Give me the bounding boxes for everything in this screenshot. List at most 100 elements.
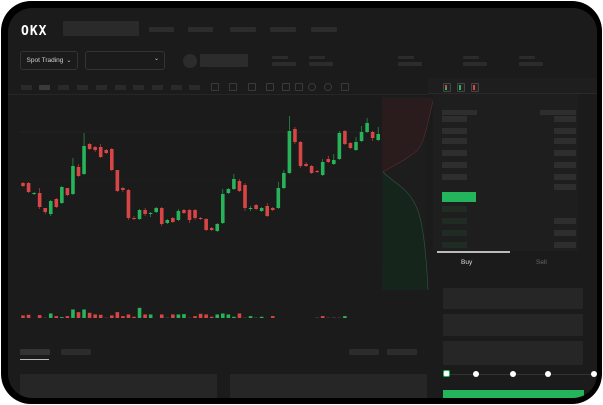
nav-item[interactable] (311, 27, 337, 32)
candle (115, 170, 120, 192)
pair-price (200, 54, 248, 67)
volume-bar (121, 316, 125, 318)
timeframe-button[interactable] (171, 85, 182, 90)
candle-body (176, 211, 181, 220)
candle-body (243, 185, 247, 208)
stat-value (398, 62, 422, 66)
tab-order-history[interactable] (61, 349, 91, 355)
amount-input[interactable] (443, 314, 583, 336)
trading-app: OKX Spot Trading ⌄ ⌄ Buy Sell (8, 8, 597, 398)
timeframe-button[interactable] (189, 85, 200, 90)
indicator-icon[interactable] (211, 83, 219, 91)
filter-button[interactable] (387, 349, 417, 355)
total-input[interactable] (443, 341, 583, 365)
price-input[interactable] (443, 288, 583, 309)
timeframe-button[interactable] (96, 85, 107, 90)
chevron-down-icon: ⌄ (66, 58, 72, 64)
filter-button[interactable] (349, 349, 379, 355)
buy-button[interactable] (443, 390, 584, 398)
tab-active-indicator (20, 359, 49, 360)
candle-body (154, 208, 158, 212)
volume-bar (60, 317, 64, 318)
candle-body (320, 162, 325, 175)
candle-body (221, 194, 225, 223)
slider-stop[interactable] (473, 371, 479, 377)
stat-label (398, 56, 414, 59)
orderbook-asks-icon[interactable] (471, 83, 479, 92)
candle (309, 165, 314, 174)
timeframe-button[interactable] (39, 85, 50, 90)
pair-selector[interactable]: ⌄ (85, 51, 165, 70)
volume-bar (204, 314, 208, 318)
volume-bar (126, 314, 131, 318)
pencil-icon[interactable] (295, 83, 303, 91)
volume-bar (37, 315, 42, 318)
stat-value (519, 62, 543, 66)
candle (54, 198, 59, 208)
candle-body (237, 181, 242, 191)
candle (282, 170, 286, 189)
candle (87, 143, 92, 150)
timeframe-button[interactable] (77, 85, 88, 90)
candle-body (93, 147, 97, 150)
candle (48, 200, 53, 216)
settings-icon[interactable] (324, 83, 332, 91)
candle-body (115, 170, 120, 191)
candle (204, 218, 208, 231)
nav-item[interactable] (188, 27, 213, 32)
volume-bar (76, 312, 81, 318)
tab-buy[interactable]: Buy (461, 259, 473, 266)
candle-body (248, 208, 253, 209)
slider-stop[interactable] (591, 371, 597, 377)
volume-bar (182, 314, 186, 318)
candle (209, 227, 214, 231)
chart-type-icon[interactable] (248, 83, 256, 91)
candle-body (304, 164, 308, 166)
volume-bar (226, 314, 231, 318)
volume-bar (232, 316, 236, 318)
market-selector[interactable]: Spot Trading ⌄ (20, 51, 78, 70)
volume-bar (320, 316, 325, 318)
tab-sell[interactable]: Sell (536, 259, 547, 266)
volume-bar (215, 314, 220, 318)
ask-price (442, 162, 467, 168)
timeframe-button[interactable] (152, 85, 163, 90)
orders-card (230, 374, 427, 398)
chevron-down-icon[interactable] (266, 83, 274, 91)
magnet-icon[interactable] (308, 83, 316, 91)
stat-label (309, 56, 325, 59)
candle (110, 148, 114, 171)
fullscreen-icon[interactable] (341, 83, 349, 91)
candlestick-chart[interactable] (8, 8, 428, 318)
orderbook-both-icon[interactable] (443, 83, 451, 92)
slider-stop[interactable] (545, 371, 551, 377)
timeframe-button[interactable] (115, 85, 126, 90)
nav-item[interactable] (270, 27, 296, 32)
chevron-down-icon[interactable] (229, 83, 237, 91)
timeframe-button[interactable] (133, 85, 144, 90)
tab-open-orders[interactable] (20, 349, 50, 355)
slider-stop[interactable] (510, 371, 516, 377)
candle (60, 186, 64, 204)
timeframe-button[interactable] (21, 85, 32, 90)
timeframe-button[interactable] (58, 85, 69, 90)
candle-body (54, 199, 59, 207)
candle (137, 209, 142, 220)
okx-logo[interactable]: OKX (21, 22, 61, 38)
nav-item[interactable] (149, 27, 174, 32)
bid-amount (554, 218, 576, 224)
candle (165, 219, 170, 224)
candle (343, 130, 347, 145)
okx-logo-text: OKX (21, 24, 48, 39)
nav-item[interactable] (230, 27, 256, 32)
bid-price (442, 242, 467, 248)
bid-price (442, 218, 467, 224)
search-bar[interactable] (63, 21, 139, 36)
candle-body (365, 123, 369, 132)
volume-bar (132, 316, 136, 318)
candle-body (21, 183, 25, 186)
slider-handle[interactable] (443, 370, 450, 377)
orderbook-bids-icon[interactable] (457, 83, 465, 92)
line-tool-icon[interactable] (282, 83, 290, 91)
candle-body (298, 142, 303, 166)
